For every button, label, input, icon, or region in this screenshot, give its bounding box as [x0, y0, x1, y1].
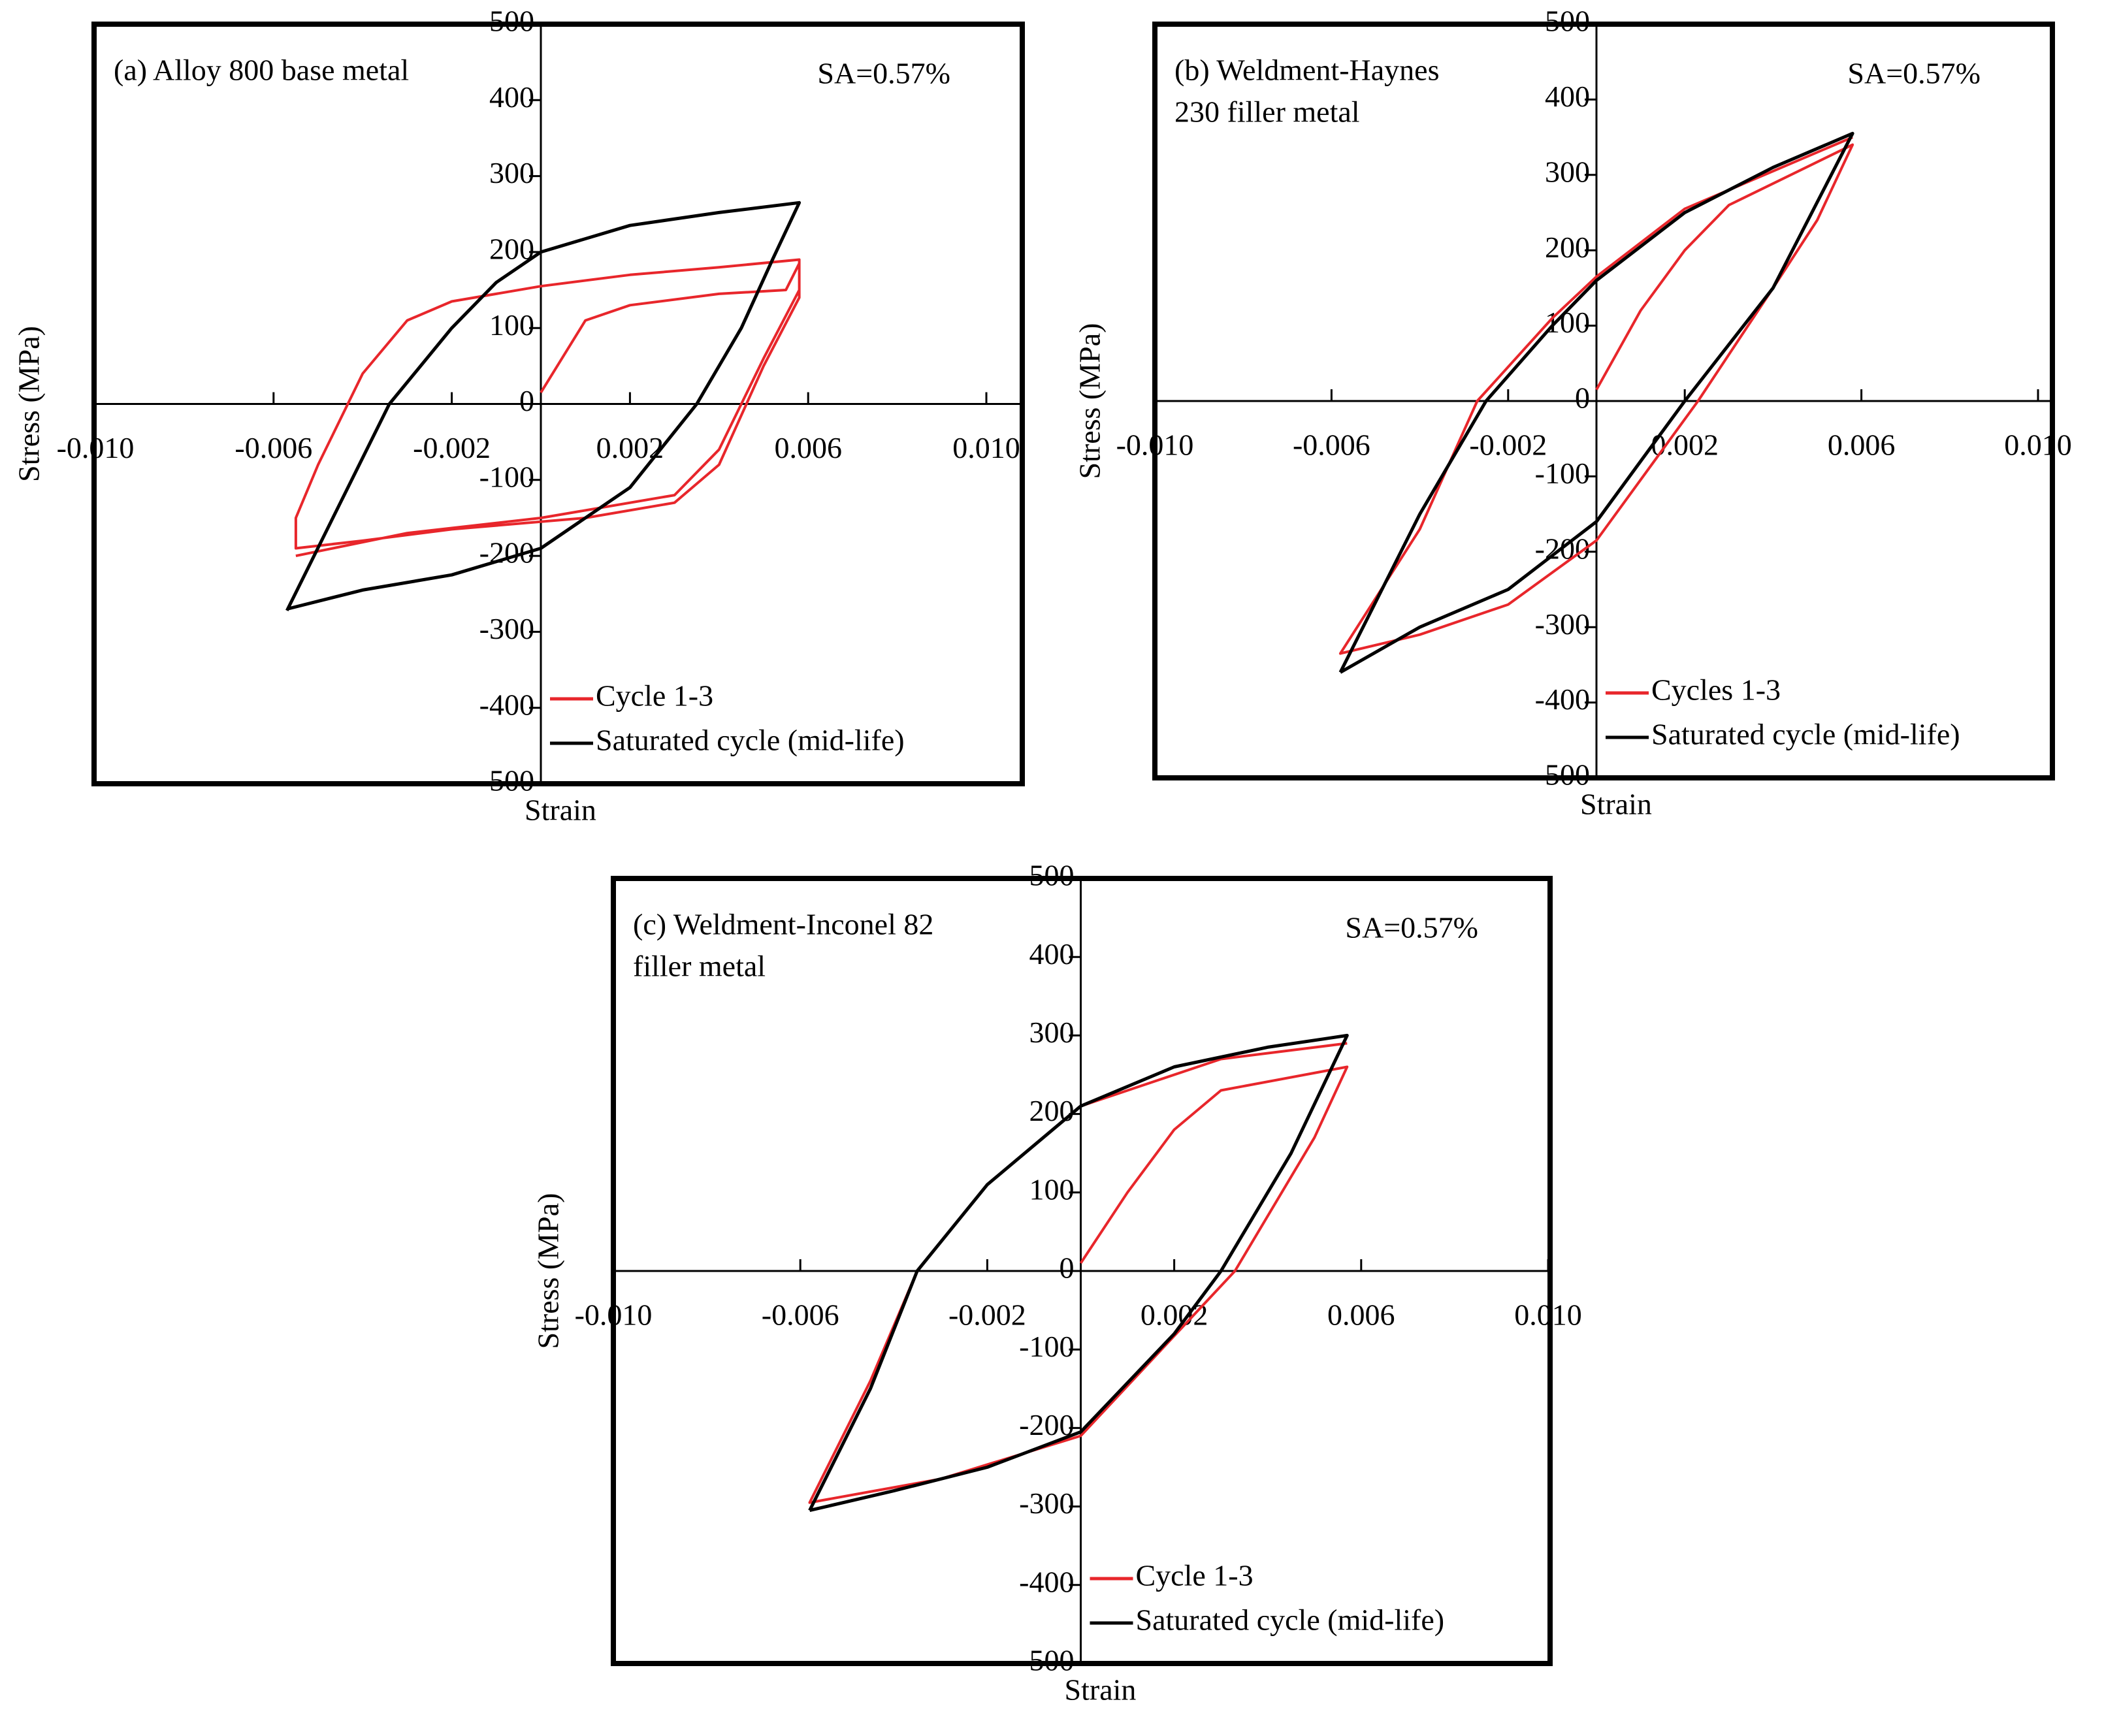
y-tick-label: -300: [1019, 1487, 1074, 1520]
y-tick-label: 200: [1029, 1094, 1075, 1127]
y-tick-label: 400: [1545, 80, 1590, 113]
x-tick-label: 0.010: [2004, 428, 2072, 462]
y-tick-label: -400: [479, 688, 534, 721]
loop-line: [808, 1033, 1349, 1513]
panel-title: filler metal: [633, 950, 766, 983]
legend-label: Cycle 1-3: [1136, 1559, 1254, 1592]
y-tick-label: -400: [1535, 683, 1590, 716]
annotation: SA=0.57%: [817, 57, 950, 90]
panel-title: (c) Weldment-Inconel 82: [633, 908, 933, 941]
y-tick-label: -100: [1535, 457, 1590, 490]
y-tick-label: 300: [489, 156, 534, 189]
y-tick-label: 400: [489, 80, 534, 114]
y-tick-label: 500: [489, 5, 534, 38]
x-tick-label: -0.002: [1469, 428, 1547, 462]
y-tick-label: 300: [1029, 1016, 1075, 1049]
y-tick-label: -300: [1535, 607, 1590, 641]
x-axis-label: Strain: [1065, 1673, 1137, 1707]
loop-line: [294, 258, 801, 558]
y-tick-label: -100: [1019, 1330, 1074, 1363]
y-axis-label: Stress (MPa): [1073, 323, 1107, 479]
y-axis-label: Stress (MPa): [532, 1193, 565, 1349]
y-tick-label: 300: [1545, 155, 1590, 188]
x-tick-label: -0.010: [575, 1298, 653, 1332]
y-tick-label: -400: [1019, 1565, 1074, 1598]
y-tick-label: 0: [1575, 381, 1590, 415]
y-tick-label: 100: [489, 308, 534, 342]
loop-line: [285, 201, 801, 611]
y-tick-label: 100: [1029, 1172, 1075, 1206]
annotation: SA=0.57%: [1345, 911, 1478, 944]
y-tick-label: 200: [1545, 231, 1590, 264]
legend-label: Saturated cycle (mid-life): [1651, 718, 1960, 751]
x-tick-label: 0.006: [1828, 428, 1896, 462]
x-axis-label: Strain: [1580, 788, 1652, 821]
legend-label: Cycle 1-3: [596, 679, 713, 713]
x-tick-label: -0.002: [948, 1298, 1026, 1332]
x-tick-label: -0.010: [57, 431, 135, 464]
x-tick-label: -0.006: [762, 1298, 839, 1332]
annotation: SA=0.57%: [1847, 57, 1981, 90]
loop-line: [1338, 136, 1854, 655]
y-tick-label: 0: [519, 384, 534, 417]
y-tick-label: -500: [1535, 758, 1590, 792]
y-tick-label: 500: [1029, 859, 1075, 892]
x-tick-label: -0.010: [1116, 428, 1194, 462]
x-tick-label: 0.006: [774, 431, 842, 464]
x-tick-label: 0.010: [1514, 1298, 1582, 1332]
x-tick-label: 0.010: [952, 431, 1020, 464]
y-tick-label: -200: [1019, 1408, 1074, 1441]
x-tick-label: 0.006: [1327, 1298, 1395, 1332]
legend-label: Saturated cycle (mid-life): [1136, 1603, 1445, 1637]
y-tick-label: -500: [479, 764, 534, 797]
y-tick-label: -300: [479, 612, 534, 645]
legend-label: Saturated cycle (mid-life): [596, 724, 905, 757]
x-tick-label: -0.006: [235, 431, 312, 464]
x-tick-label: -0.002: [413, 431, 491, 464]
y-axis-label: Stress (MPa): [12, 326, 46, 482]
panel-title: (b) Weldment-Haynes: [1174, 54, 1440, 87]
y-tick-label: 500: [1545, 5, 1590, 38]
x-tick-label: -0.006: [1293, 428, 1370, 462]
legend-label: Cycles 1-3: [1651, 673, 1781, 707]
y-tick-label: 400: [1029, 937, 1075, 971]
panel-title: 230 filler metal: [1174, 95, 1360, 129]
x-axis-label: Strain: [525, 794, 596, 827]
panel-title: (a) Alloy 800 base metal: [114, 54, 409, 87]
y-tick-label: -100: [479, 460, 534, 493]
y-tick-label: -500: [1019, 1644, 1074, 1677]
y-tick-label: 0: [1060, 1251, 1075, 1285]
loop-line: [1338, 131, 1854, 674]
